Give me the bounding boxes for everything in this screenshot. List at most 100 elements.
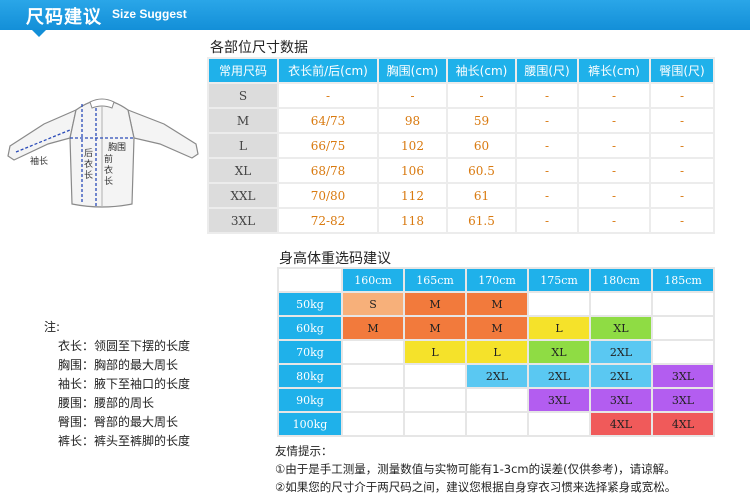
fit-size-cell: 4XL <box>591 413 651 435</box>
size-value-cell: - <box>651 134 713 157</box>
fit-table-row: 90kg 3XL 3XL 3XL <box>279 389 713 411</box>
size-value-cell: - <box>651 159 713 182</box>
fit-table-row: 60kg M M M L XL <box>279 317 713 339</box>
size-table-header-cell: 臀围(尺) <box>651 59 713 82</box>
svg-text:后: 后 <box>84 148 93 159</box>
weight-header-cell: 80kg <box>279 365 341 387</box>
size-value-cell: 66/75 <box>279 134 377 157</box>
size-value-cell: - <box>651 84 713 107</box>
size-value-cell: 118 <box>379 209 446 232</box>
weight-header-cell: 90kg <box>279 389 341 411</box>
fit-size-cell <box>405 413 465 435</box>
size-value-cell: 98 <box>379 109 446 132</box>
note-item: 胸围：胸部的最大周长 <box>58 358 179 372</box>
header-notch <box>32 30 46 37</box>
page-subtitle: Size Suggest <box>112 7 187 21</box>
height-header-cell: 175cm <box>529 269 589 291</box>
tips-block: 友情提示： ①由于是手工测量，测量数值与实物可能有1-3cm的误差(仅供参考)，… <box>275 442 676 496</box>
fit-size-cell: 3XL <box>653 365 713 387</box>
size-value-cell: - <box>517 134 577 157</box>
fit-size-cell <box>343 365 403 387</box>
page-title: 尺码建议 <box>26 7 102 28</box>
fit-size-cell: M <box>467 317 527 339</box>
fit-size-cell: L <box>529 317 589 339</box>
size-value-cell: 102 <box>379 134 446 157</box>
size-table-row: S------ <box>209 84 713 107</box>
size-table-header-cell: 腰围(尺) <box>517 59 577 82</box>
fit-size-cell <box>405 389 465 411</box>
note-item: 衣长：领圆至下摆的长度 <box>58 339 191 353</box>
size-value-cell: - <box>579 184 649 207</box>
size-value-cell: - <box>517 159 577 182</box>
fit-table-row: 80kg 2XL 2XL 2XL 3XL <box>279 365 713 387</box>
fit-size-cell: L <box>467 341 527 363</box>
size-label-cell: 3XL <box>209 209 277 232</box>
size-value-cell: - <box>448 84 515 107</box>
left-sleeve-shape <box>7 108 77 161</box>
weight-header-cell: 70kg <box>279 341 341 363</box>
size-value-cell: - <box>651 209 713 232</box>
size-table: 常用尺码 衣长前/后(cm) 胸围(cm) 袖长(cm) 腰围(尺) 裤长(cm) 臀围(尺… <box>207 57 715 234</box>
size-table-header-cell: 衣长前/后(cm) <box>279 59 377 82</box>
fit-size-cell: M <box>405 317 465 339</box>
size-value-cell: - <box>579 84 649 107</box>
size-value-cell: - <box>517 209 577 232</box>
fit-size-cell: 3XL <box>653 389 713 411</box>
sleeve-label: 袖长 <box>30 155 48 167</box>
size-value-cell: 68/78 <box>279 159 377 182</box>
svg-text:衣: 衣 <box>104 164 113 176</box>
fit-size-cell: 3XL <box>529 389 589 411</box>
fit-size-cell <box>529 413 589 435</box>
size-value-cell: 106 <box>379 159 446 182</box>
fit-size-cell <box>653 317 713 339</box>
size-value-cell: - <box>651 109 713 132</box>
size-table-row: L 66/75 102 60- - - <box>209 134 713 157</box>
size-value-cell: 61 <box>448 184 515 207</box>
fit-size-cell: S <box>343 293 403 315</box>
height-header-cell: 185cm <box>653 269 713 291</box>
fit-size-cell: M <box>405 293 465 315</box>
fit-size-cell: 2XL <box>591 365 651 387</box>
size-label-cell: L <box>209 134 277 157</box>
fit-table-row: 100kg 4XL 4XL <box>279 413 713 435</box>
size-table-row: 3XL 72-82 118 61.5- - - <box>209 209 713 232</box>
fit-size-cell <box>467 389 527 411</box>
fit-table: 160cm 165cm 170cm 175cm 180cm 185cm 50kg S M M 60k… <box>277 267 715 437</box>
size-value-cell: 59 <box>448 109 515 132</box>
notes-block: 注: 衣长：领圆至下摆的长度 胸围：胸部的最大周长 袖长：腋下至袖口的长度 腰围… <box>44 318 190 451</box>
fit-table-row: 70kg L L XL 2XL <box>279 341 713 363</box>
fit-table-corner <box>279 269 341 291</box>
size-value-cell: - <box>279 84 377 107</box>
size-table-header-row: 常用尺码 衣长前/后(cm) 胸围(cm) 袖长(cm) 腰围(尺) 裤长(cm) 臀围(尺… <box>209 59 713 82</box>
fit-size-cell <box>343 413 403 435</box>
fit-size-cell: XL <box>591 317 651 339</box>
jacket-diagram: 袖长 胸围 后 衣 长 前 衣 长 <box>7 98 199 208</box>
size-value-cell: 60 <box>448 134 515 157</box>
fit-size-cell: XL <box>529 341 589 363</box>
fit-size-cell: 2XL <box>591 341 651 363</box>
weight-header-cell: 60kg <box>279 317 341 339</box>
note-item: 袖长：腋下至袖口的长度 <box>58 377 191 391</box>
fit-table-header-row: 160cm 165cm 170cm 175cm 180cm 185cm <box>279 269 713 291</box>
size-label-cell: M <box>209 109 277 132</box>
fit-size-cell: M <box>343 317 403 339</box>
fit-size-cell <box>467 413 527 435</box>
size-table-header-cell: 袖长(cm) <box>448 59 515 82</box>
fit-size-cell: 4XL <box>653 413 713 435</box>
size-value-cell: - <box>579 159 649 182</box>
fit-size-cell <box>653 293 713 315</box>
size-value-cell: - <box>579 209 649 232</box>
note-item: 臀围：臀部的最大周长 <box>58 415 179 429</box>
fit-size-cell <box>529 293 589 315</box>
fit-size-cell <box>343 389 403 411</box>
size-value-cell: 70/80 <box>279 184 377 207</box>
size-value-cell: - <box>379 84 446 107</box>
size-table-header-cell: 常用尺码 <box>209 59 277 82</box>
fit-size-cell: 3XL <box>591 389 651 411</box>
fit-size-cell: L <box>405 341 465 363</box>
height-header-cell: 160cm <box>343 269 403 291</box>
svg-text:长: 长 <box>104 175 113 187</box>
size-value-cell: - <box>579 109 649 132</box>
size-value-cell: - <box>651 184 713 207</box>
size-table-header-cell: 胸围(cm) <box>379 59 446 82</box>
